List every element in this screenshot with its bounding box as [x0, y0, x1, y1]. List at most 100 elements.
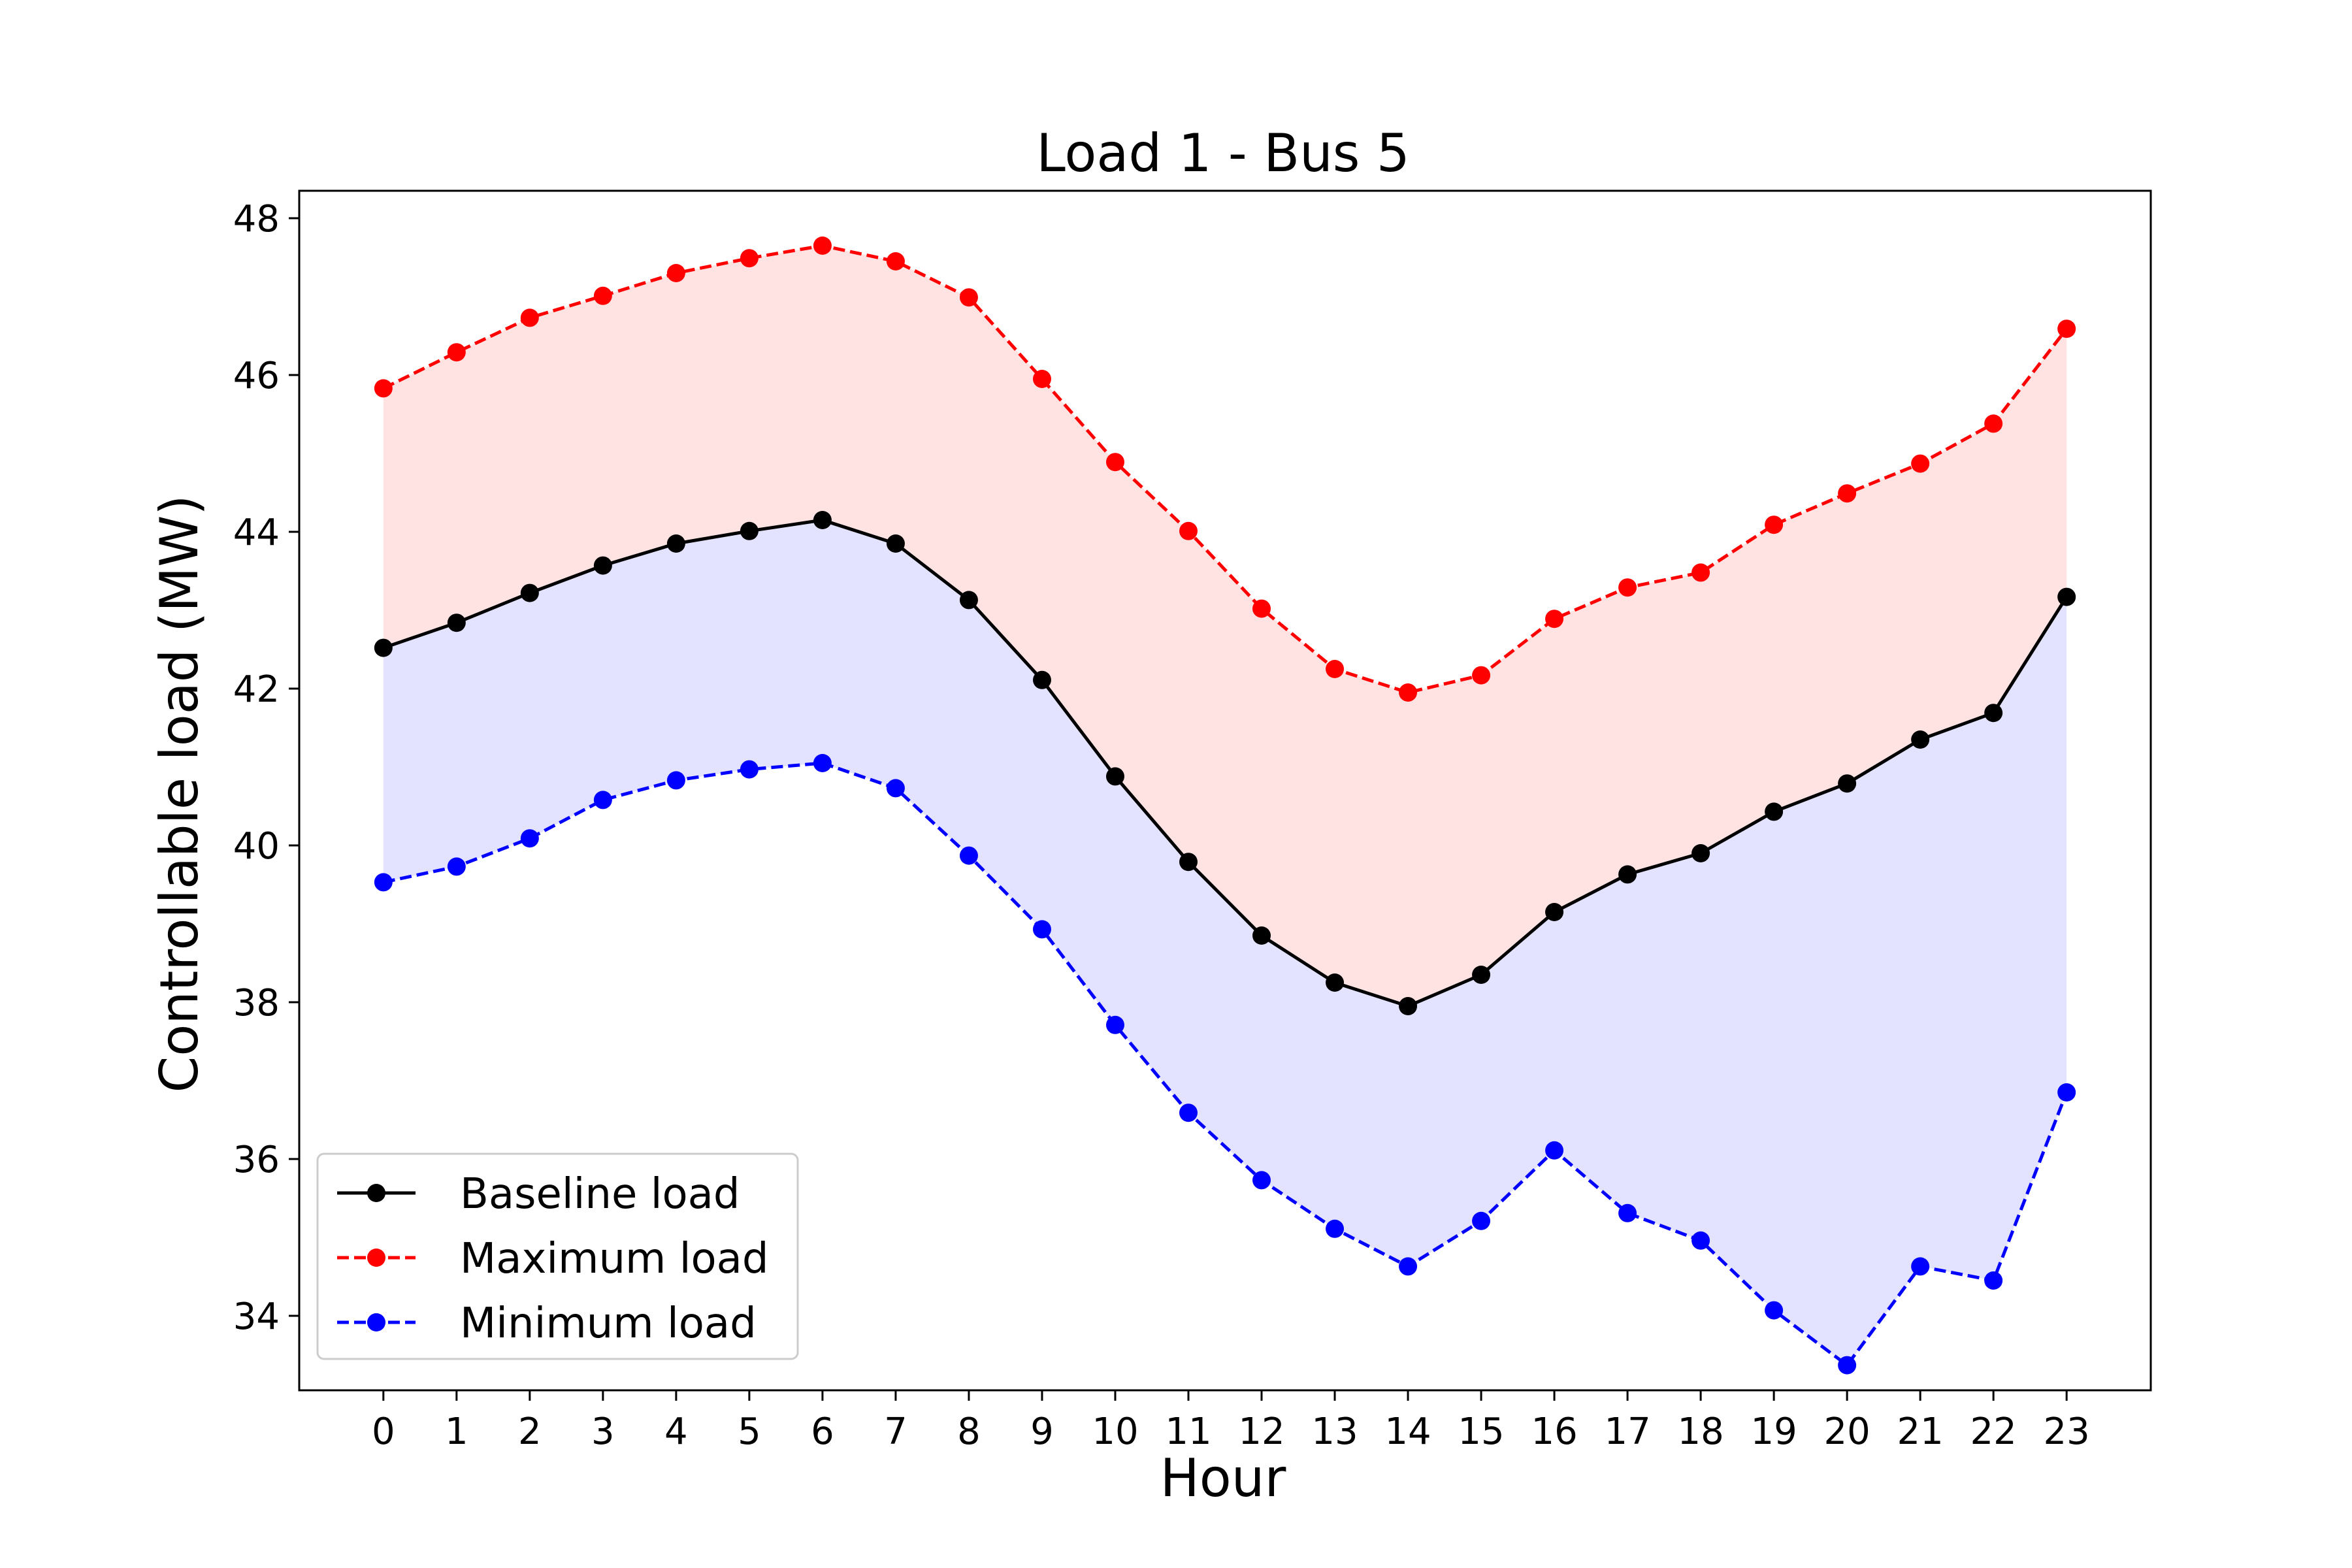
point-baseline-load-21 — [1911, 730, 1929, 749]
x-tick-label: 2 — [518, 1411, 542, 1453]
y-tick-label: 48 — [233, 198, 280, 240]
legend-label-maximum-load: Maximum load — [460, 1235, 768, 1283]
point-baseline-load-9 — [1033, 671, 1051, 689]
point-baseline-load-15 — [1472, 966, 1490, 984]
x-tick-label: 11 — [1165, 1411, 1211, 1453]
x-tick-label: 6 — [811, 1411, 834, 1453]
point-maximum-load-11 — [1179, 522, 1198, 540]
point-maximum-load-18 — [1691, 563, 1710, 581]
x-tick-label: 18 — [1677, 1411, 1723, 1453]
point-maximum-load-4 — [667, 264, 685, 282]
point-baseline-load-23 — [2057, 588, 2076, 606]
point-maximum-load-6 — [813, 237, 832, 255]
point-maximum-load-15 — [1472, 666, 1490, 685]
point-minimum-load-10 — [1106, 1016, 1124, 1034]
point-minimum-load-17 — [1618, 1204, 1637, 1222]
point-maximum-load-23 — [2057, 319, 2076, 338]
x-tick-label: 22 — [1970, 1411, 2017, 1453]
point-minimum-load-5 — [740, 760, 759, 779]
y-tick-label: 40 — [233, 825, 280, 868]
point-maximum-load-7 — [887, 252, 905, 270]
point-minimum-load-20 — [1838, 1356, 1856, 1375]
x-tick-label: 16 — [1531, 1411, 1577, 1453]
point-baseline-load-12 — [1252, 926, 1271, 945]
x-tick-label: 1 — [445, 1411, 468, 1453]
point-minimum-load-15 — [1472, 1212, 1490, 1230]
point-baseline-load-19 — [1765, 802, 1783, 821]
point-minimum-load-22 — [1984, 1271, 2002, 1290]
point-minimum-load-23 — [2057, 1083, 2076, 1102]
y-tick-label: 42 — [233, 668, 280, 711]
point-baseline-load-10 — [1106, 767, 1124, 785]
point-minimum-load-12 — [1252, 1171, 1271, 1189]
point-maximum-load-8 — [960, 288, 978, 306]
y-tick-label: 44 — [233, 512, 280, 554]
point-minimum-load-21 — [1911, 1257, 1929, 1275]
point-baseline-load-20 — [1838, 774, 1856, 792]
point-maximum-load-19 — [1765, 515, 1783, 534]
y-axis-label: Controllable load (MW) — [149, 495, 210, 1092]
point-baseline-load-8 — [960, 591, 978, 609]
point-maximum-load-9 — [1033, 370, 1051, 388]
point-baseline-load-13 — [1326, 973, 1344, 992]
x-tick-label: 13 — [1311, 1411, 1358, 1453]
point-baseline-load-2 — [521, 584, 539, 602]
x-tick-label: 14 — [1384, 1411, 1431, 1453]
point-baseline-load-7 — [887, 534, 905, 553]
x-tick-label: 19 — [1750, 1411, 1797, 1453]
point-minimum-load-0 — [374, 873, 393, 891]
point-baseline-load-0 — [374, 639, 393, 657]
point-baseline-load-22 — [1984, 704, 2002, 722]
x-tick-label: 17 — [1604, 1411, 1650, 1453]
x-tick-label: 20 — [1824, 1411, 1870, 1453]
point-baseline-load-17 — [1618, 865, 1637, 883]
point-minimum-load-16 — [1545, 1141, 1563, 1160]
chart-title: Load 1 - Bus 5 — [1036, 123, 1410, 184]
point-minimum-load-13 — [1326, 1220, 1344, 1238]
x-axis: 0 1 2 3 4 5 6 7 8 9 10 11 12 13 14 15 16 17 18 19 20 21 22 23 — [372, 1390, 2090, 1453]
point-minimum-load-6 — [813, 754, 832, 772]
point-maximum-load-0 — [374, 379, 393, 397]
legend-marker-baseline-load — [367, 1184, 385, 1202]
point-baseline-load-14 — [1399, 997, 1417, 1015]
point-maximum-load-3 — [594, 287, 612, 305]
point-minimum-load-1 — [448, 857, 466, 875]
legend: Baseline load Maximum load Minimum load — [318, 1154, 798, 1359]
x-tick-label: 21 — [1897, 1411, 1944, 1453]
point-maximum-load-12 — [1252, 600, 1271, 618]
point-maximum-load-10 — [1106, 453, 1124, 471]
point-baseline-load-4 — [667, 534, 685, 553]
legend-marker-minimum-load — [367, 1313, 385, 1331]
x-axis-label: Hour — [1160, 1448, 1286, 1509]
point-maximum-load-2 — [521, 308, 539, 327]
point-minimum-load-11 — [1179, 1103, 1198, 1122]
x-tick-label: 4 — [664, 1411, 688, 1453]
point-minimum-load-7 — [887, 779, 905, 797]
x-tick-label: 5 — [738, 1411, 761, 1453]
point-minimum-load-3 — [594, 791, 612, 809]
point-baseline-load-11 — [1179, 853, 1198, 871]
point-minimum-load-19 — [1765, 1301, 1783, 1320]
point-baseline-load-1 — [448, 613, 466, 632]
x-tick-label: 3 — [591, 1411, 615, 1453]
point-maximum-load-20 — [1838, 484, 1856, 502]
point-maximum-load-17 — [1618, 578, 1637, 596]
point-maximum-load-21 — [1911, 455, 1929, 473]
point-minimum-load-18 — [1691, 1232, 1710, 1250]
y-tick-label: 38 — [233, 982, 280, 1024]
point-baseline-load-3 — [594, 557, 612, 575]
x-tick-label: 10 — [1092, 1411, 1138, 1453]
point-baseline-load-5 — [740, 522, 759, 540]
y-tick-label: 46 — [233, 355, 280, 397]
legend-label-minimum-load: Minimum load — [460, 1299, 757, 1348]
legend-label-baseline-load: Baseline load — [460, 1170, 740, 1218]
x-tick-label: 12 — [1238, 1411, 1284, 1453]
y-tick-label: 34 — [233, 1296, 280, 1338]
point-maximum-load-1 — [448, 343, 466, 361]
y-axis: 34 36 38 40 42 44 46 48 — [233, 198, 299, 1338]
point-baseline-load-6 — [813, 511, 832, 529]
point-baseline-load-16 — [1545, 903, 1563, 921]
x-tick-label: 8 — [957, 1411, 981, 1453]
legend-marker-maximum-load — [367, 1249, 385, 1267]
